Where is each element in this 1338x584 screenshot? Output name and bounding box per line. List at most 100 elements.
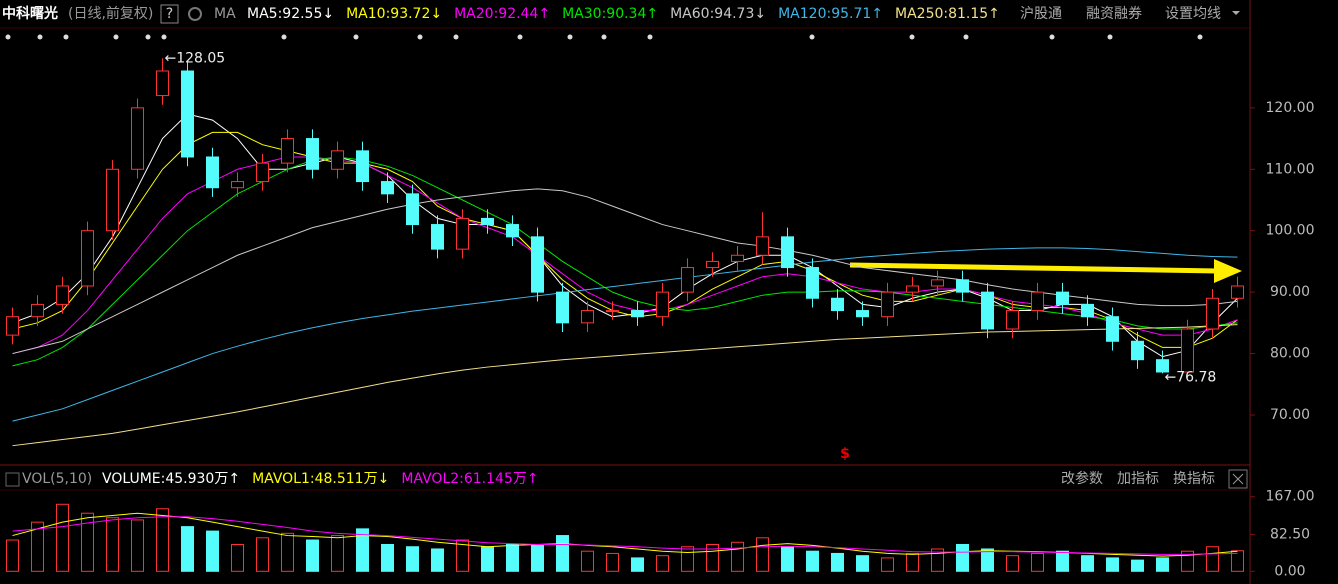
candle-body [281,138,294,164]
annotation: ←76.78 [1165,369,1217,385]
volume-bar [1031,552,1044,572]
volume-bar [656,555,669,572]
candle-body [56,285,69,305]
candle-body [706,260,719,269]
volume-bar [556,535,569,572]
volume-bar [456,539,469,572]
candle-body [931,279,944,287]
volume-bar [131,519,144,572]
candle-body [206,156,219,189]
volume-bar [1231,550,1244,572]
volume-bar [106,517,119,572]
volume-bar [631,557,644,572]
trend-arrow [849,259,1242,283]
volume-bar [1006,555,1019,572]
event-markers [5,34,1203,40]
volume-bar [906,552,919,572]
volume-bar [281,532,294,572]
candle-body [1181,328,1194,373]
candle-body [181,70,194,158]
help[interactable]: ? [166,6,173,22]
candle-body [731,254,744,262]
candle-body [956,279,969,293]
candle-body [306,138,319,170]
candle-body [6,316,19,336]
annotation: ←128.05 [165,50,226,66]
candle-body [981,291,994,330]
vol-title: VOL(5,10) [22,471,92,487]
ma-line [12,324,1238,447]
volume-bar [206,530,219,572]
volume-bar [606,552,619,572]
candle-body [256,162,269,183]
y-tick-label: 167.00 [1266,489,1315,505]
volume-bar [1106,557,1119,572]
volume-bar [31,521,44,572]
y-tick-label: 120.00 [1266,100,1315,116]
collapse-box[interactable] [5,472,20,487]
candle-body [556,291,569,324]
candle-body [506,224,519,238]
candle-body [581,310,594,324]
candle-body [431,224,444,250]
link[interactable]: 换指标 [1173,470,1215,487]
close-box[interactable] [1228,469,1248,489]
link[interactable]: 设置均线 [1165,6,1221,22]
volume-bar [431,548,444,572]
candle-body [1231,285,1244,299]
candle-body [131,107,144,170]
volume-bar [156,508,169,572]
candle-body [681,267,694,293]
volume-bar [931,548,944,572]
candle-body [606,310,619,313]
link[interactable]: 加指标 [1117,471,1159,487]
candle-body [856,310,869,318]
volume-bar [256,537,269,572]
candle-body [1106,316,1119,342]
volume-bar [531,543,544,572]
volume-bar [56,503,69,572]
link[interactable]: 改参数 [1061,470,1103,487]
volume-bar [881,557,894,572]
candle-body [781,236,794,269]
candle-body [756,236,769,256]
candle-body [881,291,894,318]
volume-bar [731,541,744,572]
vol-legend: MAVOL1:48.511万↓ [252,471,389,487]
candle-body [1156,359,1169,373]
link[interactable]: 融资融券 [1086,6,1142,22]
volume-bar [231,543,244,572]
help-box[interactable] [160,4,179,24]
volume-bar [831,552,844,572]
mavol-line [12,516,1238,555]
volume-bar [781,546,794,572]
volume-bar [1156,557,1169,572]
period: (日线,前复权) [68,5,153,22]
candle-body [806,267,819,299]
candle-body [456,217,469,250]
volume-bar [1081,555,1094,572]
vol-legend: VOLUME:45.930万↑ [102,471,240,487]
candle-body [631,310,644,318]
ma-line [12,188,1238,355]
dropdown-arrow[interactable] [1232,11,1240,15]
ma-legend: MA5:92.55↓ [247,6,334,22]
candle-body [1131,340,1144,361]
link[interactable]: 沪股通 [1020,6,1062,22]
volume-bar [806,550,819,572]
candle-body [31,303,44,318]
settings-icon[interactable] [188,7,202,21]
y-tick-label: 100.00 [1266,223,1315,239]
candle-body [406,193,419,226]
ma-legend: MA10:93.72↓ [346,6,442,22]
ma-legend: MA20:92.44↑ [454,6,550,22]
stock-name: 中科曙光 [2,5,58,22]
volume-bar [306,539,319,572]
y-tick-label: 80.00 [1270,346,1310,362]
volume-bar [331,535,344,572]
volume-bar [1056,550,1069,572]
volume-bar [481,546,494,572]
volume-bar [981,548,994,572]
candle-body [156,70,169,97]
candle-body [106,168,119,232]
